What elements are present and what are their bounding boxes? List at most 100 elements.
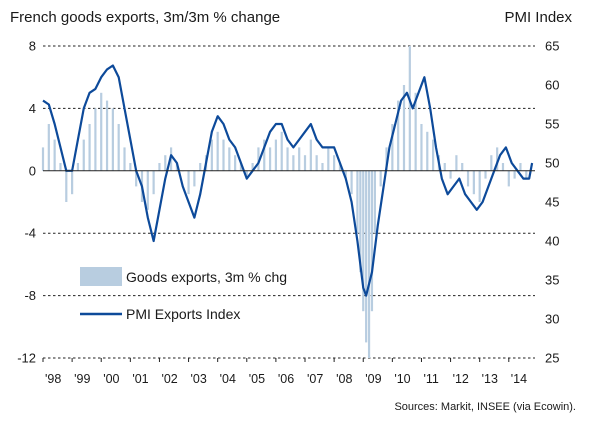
x-tick-label: '11 bbox=[423, 372, 438, 386]
bar bbox=[76, 163, 80, 171]
chart-title-right: PMI Index bbox=[504, 9, 572, 26]
bar bbox=[426, 131, 429, 171]
chart-source: Sources: Markit, INSEE (via Ecowin). bbox=[394, 401, 576, 413]
bar bbox=[47, 124, 50, 171]
x-tick-label: '04 bbox=[220, 372, 236, 386]
bar bbox=[414, 92, 417, 171]
bar bbox=[94, 108, 97, 171]
bar bbox=[280, 131, 283, 171]
x-tick-label: '09 bbox=[365, 372, 381, 386]
bar bbox=[41, 147, 45, 171]
x-tick-label: '07 bbox=[307, 372, 323, 386]
bar bbox=[298, 147, 301, 171]
x-tick-label: '98 bbox=[45, 372, 61, 386]
bar bbox=[397, 100, 400, 171]
bar bbox=[367, 170, 371, 358]
bar bbox=[164, 155, 167, 171]
bar bbox=[152, 170, 155, 195]
bar bbox=[333, 155, 336, 171]
bar bbox=[100, 92, 103, 171]
bar bbox=[321, 163, 324, 171]
bar bbox=[466, 170, 470, 187]
left-tick-label: -8 bbox=[24, 288, 36, 303]
x-tick-label: '08 bbox=[336, 372, 352, 386]
right-tick-label: 50 bbox=[545, 156, 559, 171]
bar bbox=[59, 163, 62, 171]
bar bbox=[257, 147, 260, 171]
left-tick-label: -4 bbox=[24, 226, 36, 241]
x-tick-label: '01 bbox=[132, 372, 148, 386]
bar bbox=[274, 139, 277, 171]
left-tick-label: 0 bbox=[29, 163, 36, 178]
x-tick-label: '10 bbox=[394, 372, 410, 386]
bar bbox=[234, 155, 237, 171]
right-axis-ticks: 65 60 55 50 45 40 35 30 25 bbox=[545, 39, 559, 366]
gridlines bbox=[43, 45, 535, 359]
x-axis-ticks: '98 '99 '00 '01 '02 '03 '04 '05 '06 '07 '08 '09 '10 '… bbox=[42, 358, 527, 386]
bar bbox=[65, 170, 68, 202]
bar bbox=[222, 139, 225, 171]
bar bbox=[129, 163, 132, 171]
bar bbox=[507, 170, 510, 187]
bar bbox=[478, 170, 481, 202]
bar bbox=[193, 170, 196, 187]
bar bbox=[315, 155, 318, 171]
bar bbox=[443, 163, 446, 171]
legend: Goods exports, 3m % chg PMI Exports Inde… bbox=[80, 267, 287, 322]
left-tick-label: 8 bbox=[29, 39, 36, 54]
x-tick-label: '13 bbox=[482, 372, 498, 386]
bar bbox=[71, 170, 74, 195]
bar bbox=[292, 155, 295, 171]
bar-series-goods-exports bbox=[41, 46, 528, 358]
bar bbox=[303, 155, 307, 171]
bar bbox=[373, 170, 376, 234]
line-series-pmi-exports bbox=[42, 64, 534, 297]
x-tick-label: '14 bbox=[511, 372, 527, 386]
bar bbox=[379, 170, 382, 187]
bar bbox=[402, 85, 406, 171]
bar bbox=[461, 163, 464, 171]
bar bbox=[286, 147, 289, 171]
bar bbox=[338, 163, 342, 171]
bar bbox=[501, 163, 505, 171]
bar bbox=[391, 124, 394, 171]
bar bbox=[449, 170, 452, 179]
left-tick-label: 4 bbox=[29, 101, 36, 116]
bar bbox=[472, 170, 475, 195]
bar bbox=[408, 46, 411, 171]
legend-label-line: PMI Exports Index bbox=[126, 306, 240, 322]
bar bbox=[513, 170, 516, 179]
right-tick-label: 55 bbox=[545, 117, 559, 132]
bar bbox=[496, 147, 499, 171]
bar bbox=[365, 170, 368, 343]
bar bbox=[251, 163, 254, 171]
bar bbox=[455, 155, 458, 171]
bar bbox=[245, 170, 248, 179]
right-tick-label: 25 bbox=[545, 351, 559, 366]
left-axis-ticks: 8 4 0 -4 -8 -12 bbox=[17, 39, 36, 366]
right-tick-label: 40 bbox=[545, 234, 559, 249]
x-tick-label: '02 bbox=[161, 372, 177, 386]
bar bbox=[158, 163, 161, 171]
bar bbox=[344, 170, 347, 179]
bar bbox=[268, 147, 272, 171]
right-tick-label: 35 bbox=[545, 273, 559, 288]
legend-swatch-bar bbox=[80, 267, 122, 286]
bar bbox=[484, 170, 487, 179]
bar bbox=[385, 147, 388, 171]
bar bbox=[362, 170, 365, 312]
bar bbox=[146, 170, 149, 210]
x-tick-label: '03 bbox=[191, 372, 207, 386]
bar bbox=[370, 170, 374, 312]
bar bbox=[53, 139, 56, 171]
bar bbox=[82, 139, 85, 171]
left-tick-label: -12 bbox=[17, 351, 36, 366]
bar bbox=[359, 170, 362, 273]
bar bbox=[432, 139, 435, 171]
x-tick-label: '00 bbox=[103, 372, 119, 386]
bar bbox=[117, 124, 120, 171]
bar bbox=[263, 139, 266, 171]
bar bbox=[309, 139, 312, 171]
bar bbox=[123, 147, 126, 171]
bar bbox=[490, 155, 493, 171]
